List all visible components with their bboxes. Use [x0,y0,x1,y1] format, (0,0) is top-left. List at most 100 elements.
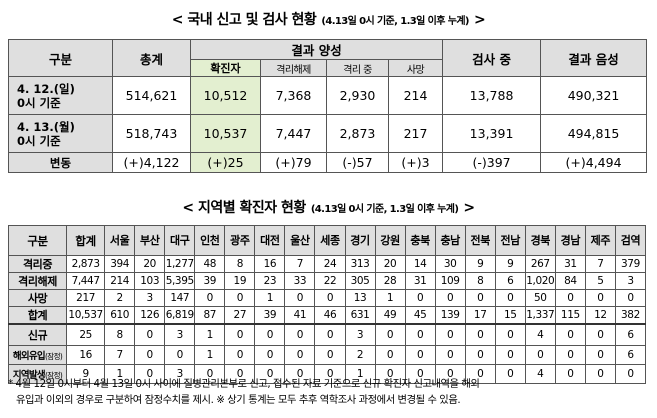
cell-value: 5 [584,272,616,290]
cell-value: 0 [254,323,286,346]
table-row: 합계 10,537 610 126 6,819 87 27 39 41 46 631 49 45 139 1… [7,306,647,325]
cell-value: 0 [164,344,196,365]
header-region: 전남 [494,225,526,256]
header-total: 합계 [66,225,106,256]
table-row: 격리중 2,873 394 20 1,277 48 8 16 7 24 313 20 14 30 9 9 267… [7,255,647,273]
cell-value: 0 [524,344,556,365]
cell-total: 9 [66,363,106,384]
cell-value: 0 [194,289,226,307]
cell-value: 0 [464,289,496,307]
row-label-text: 사망 [27,292,48,305]
row-label: 격리중 [7,255,68,273]
cell-value: 22 [314,272,346,290]
cell-value: 3 [344,323,376,346]
cell-value: 19 [224,272,256,290]
header-region: 경북 [524,225,556,256]
cell-total: 518,743 [112,114,191,153]
row-label: 해외유입(잠정) [7,344,68,365]
cell-value: 0 [284,344,316,365]
header-region: 충남 [434,225,466,256]
cell-value: 16 [254,255,286,273]
cell-value: 0 [404,363,436,384]
cell-value: 48 [194,255,226,273]
regional-title-main: < 지역별 확진자 현황 [182,200,306,216]
cell-value: 5,395 [164,272,196,290]
cell-value: 0 [254,363,286,384]
footnote: * 4월 12일 0시부터 4월 13일 0시 사이에 질병관리본부로 신고, … [8,376,653,408]
header-region: 충북 [404,225,436,256]
cell-value: 30 [434,255,466,273]
status-title-sub: (4.13일 0시 기준, 1.3일 이후 누계) [321,16,469,27]
cell-value: 31 [404,272,436,290]
cell-value: 12 [584,306,616,325]
cell-value: 147 [164,289,196,307]
table-row: 해외유입(잠정) 16 7 0 0 1 0 0 0 0 2 0 0 0 0 0 0 0 0 6 [7,344,647,365]
header-isolating: 격리 중 [326,59,389,77]
header-region: 강원 [374,225,406,256]
cell-value: 13 [344,289,376,307]
cell-value: 0 [494,289,526,307]
cell-value: 0 [224,344,256,365]
cell-value: 39 [194,272,226,290]
header-region: 전북 [464,225,496,256]
cell-value: 17 [464,306,496,325]
row-label-date: 4. 13.(월) [17,119,75,134]
cell-value: 1 [194,344,226,365]
table-row: 신규 25 8 0 3 1 0 0 0 0 3 0 0 0 0 0 4 0 0 6 [7,323,647,346]
cell-value: 23 [254,272,286,290]
cell-value: 0 [314,344,346,365]
cell-value: 313 [344,255,376,273]
cell-value: 9 [494,255,526,273]
change-released: (+)79 [260,152,327,173]
row-label-basis: 0시 기준 [17,95,61,110]
cell-value: 0 [404,344,436,365]
regional-title: < 지역별 확진자 현황 (4.13일 0시 기준, 1.3일 이후 누계) > [0,197,657,217]
cell-value: 46 [314,306,346,325]
status-title-end: > [473,12,486,28]
row-label: 사망 [7,289,68,307]
cell-total: 10,537 [66,306,106,325]
cell-value: 2 [104,289,136,307]
header-region: 세종 [314,225,346,256]
footnote-line-2: 유입과 이외의 경우로 구분하여 잠정수치를 제시. ※ 상기 통계는 모두 추… [16,394,461,406]
cell-isolating: 2,930 [326,76,389,115]
header-region: 경기 [344,225,376,256]
cell-value: 6 [614,344,647,365]
row-label: 신규 [7,323,68,346]
cell-negative: 494,815 [540,114,648,153]
cell-value: 7 [284,255,316,273]
cell-value: 0 [284,323,316,346]
cell-value: 27 [224,306,256,325]
row-label-text: 신규 [27,328,48,342]
change-label: 변동 [8,152,113,173]
row-label: 합계 [7,306,68,325]
cell-value: 139 [434,306,466,325]
cell-confirmed: 10,537 [190,114,261,153]
cell-value: 0 [314,289,346,307]
cell-testing: 13,391 [442,114,542,153]
cell-value: 0 [554,344,586,365]
header-region: 대전 [254,225,286,256]
row-label: 지역발생(잠정) [7,363,68,384]
cell-value: 6,819 [164,306,196,325]
cell-value: 0 [494,344,526,365]
header-confirmed: 확진자 [190,59,261,77]
change-negative: (+)4,494 [540,152,648,173]
cell-value: 7 [584,255,616,273]
region-header-row: 구분 합계 서울 부산 대구 인천 광주 대전 울산 세종 경기 강원 충북 충남 전북 전남 경북 경남 제주 검역 [7,225,647,256]
row-label-basis: 0시 기준 [17,133,61,148]
cell-value: 610 [104,306,136,325]
cell-value: 0 [554,289,586,307]
cell-total: 2,873 [66,255,106,273]
cell-value: 3 [164,363,196,384]
cell-value: 0 [374,323,406,346]
cell-value: 379 [614,255,647,273]
cell-total: 7,447 [66,272,106,290]
cell-value: 45 [404,306,436,325]
cell-value: 1,337 [524,306,556,325]
regional-title-sub: (4.13일 0시 기준, 1.3일 이후 누계) [310,204,459,215]
cell-value: 20 [374,255,406,273]
cell-value: 0 [374,344,406,365]
cell-confirmed: 10,512 [190,76,261,115]
cell-total: 16 [66,344,106,365]
